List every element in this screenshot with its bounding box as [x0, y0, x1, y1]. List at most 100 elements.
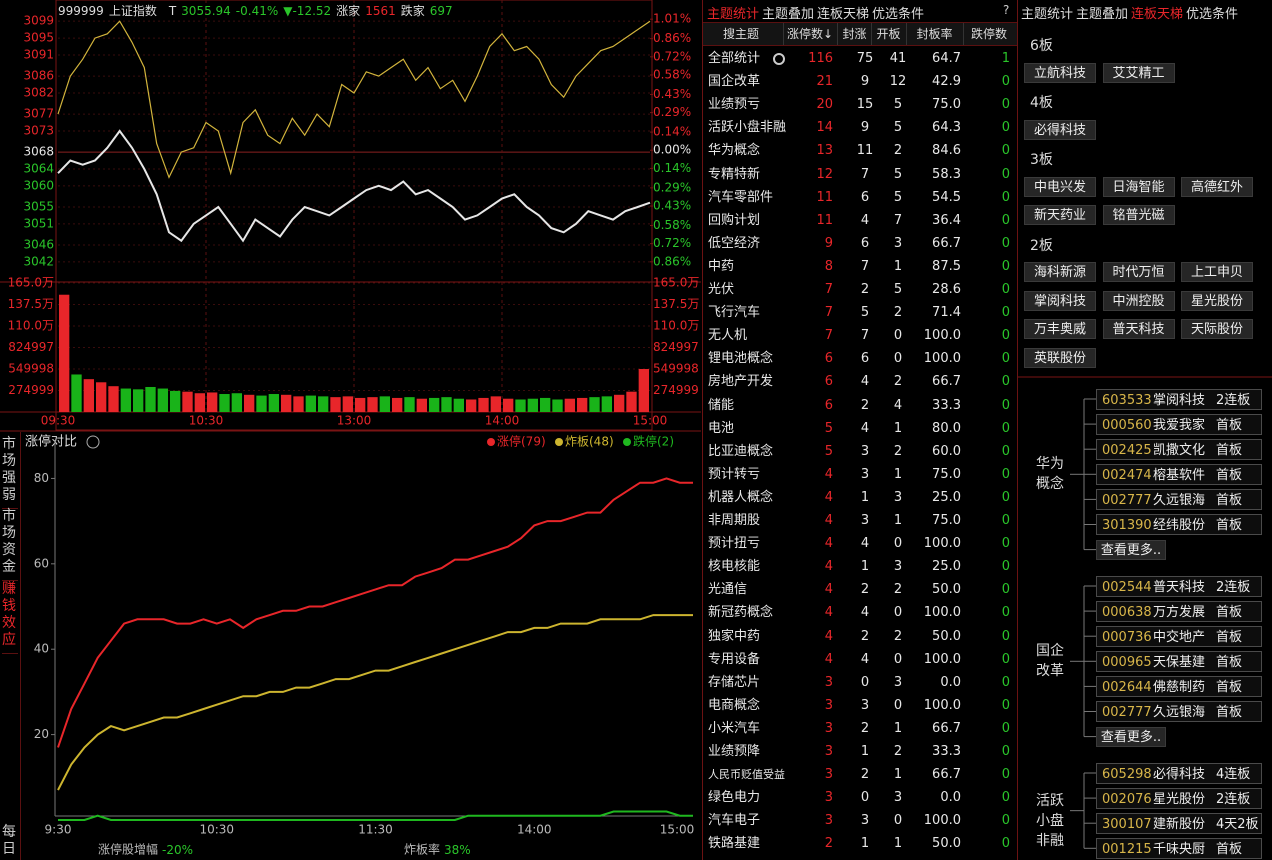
table-row[interactable]: 业绩预亏 20 15 5 75.0 0: [703, 93, 1017, 116]
help[interactable]: ?: [1003, 3, 1010, 17]
stock-button[interactable]: 掌阅科技: [1024, 290, 1096, 311]
stock-button[interactable]: 铭普光磁: [1102, 205, 1175, 225]
table-row[interactable]: 国企改革 21 9 12 42.9 0: [703, 70, 1017, 93]
stock-button[interactable]: 上工申贝: [1181, 262, 1253, 282]
concept-item[interactable]: 002777 久远银海 首板: [1096, 488, 1262, 510]
table-row[interactable]: 绿色电力 3 0 3 0.0 0: [703, 786, 1017, 809]
stock-button[interactable]: 高德红外: [1181, 176, 1253, 197]
column-header[interactable]: 涨停数↓: [783, 23, 836, 45]
stock-button[interactable]: 时代万恒: [1102, 262, 1175, 282]
table-row[interactable]: 中药 8 7 1 87.5 0: [703, 255, 1017, 278]
table-row[interactable]: 电池 5 4 1 80.0 0: [703, 417, 1017, 440]
side-tab[interactable]: 每日: [2, 824, 18, 860]
table-row[interactable]: 预计转亏 4 3 1 75.0 0: [703, 463, 1017, 486]
stock-button[interactable]: 星光股份: [1181, 290, 1253, 311]
concept-item[interactable]: 603533 掌阅科技 2连板: [1096, 388, 1262, 410]
concept-item[interactable]: 301390 经纬股份 首板: [1096, 514, 1262, 535]
concept-item[interactable]: 605298 必得科技 4连板: [1096, 762, 1262, 784]
table-row[interactable]: 光伏 7 2 5 28.6 0: [703, 278, 1017, 301]
stock-button[interactable]: 必得科技: [1024, 119, 1096, 140]
stock-button[interactable]: 海科新源: [1024, 262, 1096, 282]
concept-item[interactable]: 000736 中交地产 首板: [1096, 625, 1262, 647]
table-row[interactable]: 比亚迪概念 5 3 2 60.0 0: [703, 440, 1017, 463]
side-tab[interactable]: 市场资金: [2, 508, 18, 581]
column-header[interactable]: 封涨: [837, 23, 871, 45]
concept-label[interactable]: 国企改革: [1036, 643, 1064, 680]
stock-button[interactable]: 日海智能: [1102, 176, 1175, 197]
table-row[interactable]: 存储芯片 3 0 3 0.0 0: [703, 671, 1017, 694]
stock-name: 普天科技: [1153, 579, 1206, 595]
concept-item[interactable]: 000560 我爱我家 首板: [1096, 413, 1262, 435]
concept-item[interactable]: 300107 建新股份 4天2板: [1096, 812, 1262, 834]
stock-button[interactable]: 立航科技: [1024, 62, 1096, 83]
table-row[interactable]: 机器人概念 4 1 3 25.0 0: [703, 486, 1017, 509]
stock-name: 掌阅科技: [1153, 392, 1206, 408]
stock-button[interactable]: 新天药业: [1024, 205, 1096, 225]
tab[interactable]: 主题统计: [707, 3, 760, 23]
tab[interactable]: 优选条件: [872, 7, 925, 22]
side-tab[interactable]: 市场强弱: [2, 436, 18, 509]
table-row[interactable]: 新冠药概念 4 4 0 100.0 0: [703, 601, 1017, 624]
table-row[interactable]: 独家中药 4 2 2 50.0 0: [703, 625, 1017, 648]
concept-label[interactable]: 华为概念: [1036, 456, 1064, 493]
tab[interactable]: 连板天梯: [1131, 7, 1184, 22]
stock-button[interactable]: 天际股份: [1181, 319, 1253, 339]
table-row[interactable]: 储能 6 2 4 33.3 0: [703, 394, 1017, 417]
table-row[interactable]: 业绩预降 3 1 2 33.3 0: [703, 740, 1017, 763]
tab[interactable]: 主题统计: [1021, 7, 1074, 22]
table-row[interactable]: 专用设备 4 4 0 100.0 0: [703, 648, 1017, 671]
table-row[interactable]: 专精特新 12 7 5 58.3 0: [703, 163, 1017, 186]
concept-item[interactable]: 002644 佛慈制药 首板: [1096, 675, 1262, 697]
concept-label[interactable]: 活跃小盘非融: [1036, 792, 1064, 849]
table-row[interactable]: 房地产开发 6 4 2 66.7 0: [703, 370, 1017, 393]
table-row[interactable]: 电商概念 3 3 0 100.0 0: [703, 694, 1017, 717]
table-row[interactable]: 铁路基建 2 1 1 50.0 0: [703, 832, 1017, 855]
concept-item[interactable]: 001215 千味央厨 首板: [1096, 837, 1262, 859]
stock-button[interactable]: 艾艾精工: [1102, 62, 1175, 83]
table-row[interactable]: 回购计划 11 4 7 36.4 0: [703, 209, 1017, 232]
stock-button[interactable]: 万丰奥威: [1024, 319, 1096, 339]
volume-tick-label: 274999: [653, 383, 699, 397]
tab[interactable]: 优选条件: [1186, 7, 1239, 22]
concept-item[interactable]: 002777 久远银海 首板: [1096, 701, 1262, 722]
y-tick-label: 80: [34, 471, 49, 485]
table-row[interactable]: 无人机 7 7 0 100.0 0: [703, 324, 1017, 347]
tab[interactable]: 主题叠加: [762, 7, 815, 22]
table-row[interactable]: 汽车零部件 11 6 5 54.5 0: [703, 186, 1017, 209]
concept-item[interactable]: 000638 万方发展 首板: [1096, 600, 1262, 622]
table-row[interactable]: 核电核能 4 1 3 25.0 0: [703, 555, 1017, 578]
concept-item[interactable]: 000965 天保基建 首板: [1096, 650, 1262, 672]
concept-item[interactable]: 002474 榕基软件 首板: [1096, 463, 1262, 485]
theme-value: 75.0: [932, 513, 961, 528]
column-header[interactable]: 跌停数: [963, 23, 1014, 45]
concept-item[interactable]: 002544 普天科技 2连板: [1096, 575, 1262, 597]
tab[interactable]: 主题叠加: [1076, 7, 1129, 22]
concept-item[interactable]: 002076 星光股份 2连板: [1096, 787, 1262, 809]
table-row[interactable]: 非周期股 4 3 1 75.0 0: [703, 509, 1017, 532]
stock-button[interactable]: 中洲控股: [1102, 290, 1175, 311]
theme-value: 0: [1001, 466, 1010, 482]
theme-name: 机器人概念: [708, 489, 774, 505]
table-row[interactable]: 小米汽车 3 2 1 66.7 0: [703, 717, 1017, 740]
table-row[interactable]: 汽车电子 3 3 0 100.0 0: [703, 809, 1017, 832]
stock-button[interactable]: 中电兴发: [1024, 176, 1096, 197]
table-row[interactable]: 飞行汽车 7 5 2 71.4 0: [703, 301, 1017, 324]
table-row[interactable]: 锂电池概念 6 6 0 100.0 0: [703, 347, 1017, 370]
column-header[interactable]: 封板率: [906, 23, 962, 45]
table-row[interactable]: 华为概念 13 11 2 84.6 0: [703, 139, 1017, 162]
more-button[interactable]: 查看更多..: [1096, 539, 1166, 560]
column-header[interactable]: 开板: [871, 23, 905, 45]
column-header[interactable]: 搜主题: [723, 27, 760, 41]
more-button[interactable]: 查看更多..: [1096, 726, 1166, 747]
concept-item[interactable]: 002425 凯撒文化 首板: [1096, 438, 1262, 460]
stock-button[interactable]: 英联股份: [1024, 347, 1096, 368]
tab[interactable]: 连板天梯: [817, 7, 870, 22]
table-row[interactable]: 人民币贬值受益 3 2 1 66.7 0: [703, 763, 1017, 786]
table-row[interactable]: 光通信 4 2 2 50.0 0: [703, 578, 1017, 601]
table-row[interactable]: 低空经济 9 6 3 66.7 0: [703, 232, 1017, 255]
table-row[interactable]: 活跃小盘非融 14 9 5 64.3 0: [703, 116, 1017, 139]
table-row[interactable]: 预计扭亏 4 4 0 100.0 0: [703, 532, 1017, 555]
stock-button[interactable]: 普天科技: [1102, 319, 1175, 339]
table-row[interactable]: 全部统计 116 75 41 64.7 1: [703, 47, 1017, 70]
side-tab[interactable]: 赚钱效应: [2, 581, 18, 654]
